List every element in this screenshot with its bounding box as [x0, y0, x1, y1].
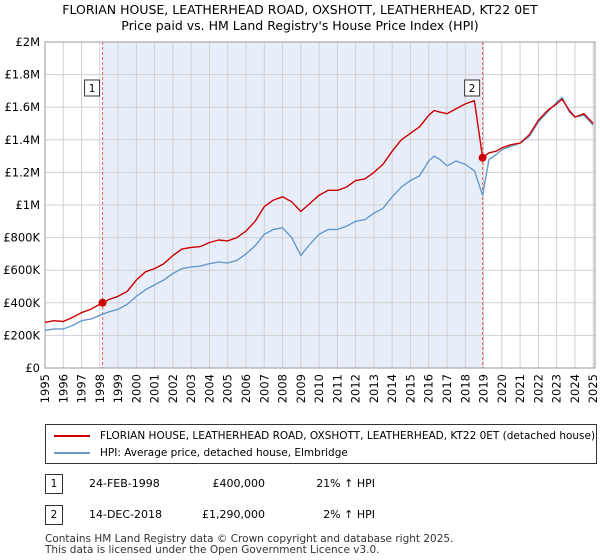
- x-tick-label: 2023: [550, 374, 564, 403]
- x-tick-label: 2000: [129, 374, 143, 403]
- x-tick-label: 2006: [239, 374, 253, 403]
- transaction-date: 14-DEC-2018: [89, 508, 163, 521]
- y-tick-label: £1.4M: [4, 133, 40, 147]
- x-tick-label: 2022: [531, 374, 545, 403]
- x-tick-label: 2010: [312, 374, 326, 403]
- legend-swatch-property: [54, 435, 90, 437]
- x-tick-label: 2015: [403, 374, 417, 403]
- legend: FLORIAN HOUSE, LEATHERHEAD ROAD, OXSHOTT…: [45, 424, 597, 464]
- x-tick-label: 2014: [385, 374, 399, 403]
- legend-swatch-hpi: [54, 452, 90, 454]
- transaction-date: 24-FEB-1998: [89, 477, 160, 490]
- y-tick-label: £1.8M: [4, 68, 40, 82]
- hpi-line: [44, 96, 594, 332]
- x-tick-label: 2008: [276, 374, 290, 403]
- x-tick-label: 2025: [586, 374, 600, 403]
- x-tick-label: 1998: [93, 374, 107, 403]
- x-tick-label: 2018: [458, 374, 472, 403]
- y-tick-label: £200K: [3, 328, 40, 342]
- y-tick-label: £600K: [3, 263, 40, 277]
- sale-label-number: 1: [89, 83, 96, 95]
- x-tick-label: 1997: [75, 374, 89, 403]
- x-tick-label: 2024: [568, 374, 582, 403]
- y-tick-label: £2M: [15, 35, 40, 49]
- footer-line-2: This data is licensed under the Open Gov…: [45, 544, 380, 556]
- x-tick-label: 2007: [257, 374, 271, 403]
- x-tick-label: 2020: [495, 374, 509, 403]
- x-tick-label: 1999: [111, 374, 125, 403]
- y-tick-label: £0: [25, 361, 40, 375]
- chart-title: FLORIAN HOUSE, LEATHERHEAD ROAD, OXSHOTT…: [0, 2, 600, 34]
- x-tick-label: 1996: [56, 374, 70, 403]
- x-tick-label: 2001: [148, 374, 162, 403]
- sale-point-marker: [98, 298, 107, 307]
- x-tick-label: 2009: [294, 374, 308, 403]
- y-tick-label: £400K: [3, 296, 40, 310]
- legend-label-hpi: HPI: Average price, detached house, Elmb…: [100, 447, 348, 459]
- legend-label-property: FLORIAN HOUSE, LEATHERHEAD ROAD, OXSHOTT…: [100, 430, 596, 442]
- transaction-marker-1: 1: [45, 474, 63, 494]
- y-tick-label: £800K: [3, 231, 40, 245]
- x-tick-label: 2003: [184, 374, 198, 403]
- property-price-line: [44, 98, 594, 324]
- transaction-price: £1,290,000: [202, 508, 265, 521]
- x-tick-label: 2016: [422, 374, 436, 403]
- sale-label-box: [84, 79, 101, 97]
- plot-border: [44, 41, 596, 369]
- x-tick-label: 2019: [477, 374, 491, 403]
- x-tick-label: 2012: [349, 374, 363, 403]
- title-line-1: FLORIAN HOUSE, LEATHERHEAD ROAD, OXSHOTT…: [62, 2, 538, 17]
- footer-line-1: Contains HM Land Registry data © Crown c…: [45, 533, 454, 545]
- y-tick-label: £1.6M: [4, 100, 40, 114]
- x-tick-label: 2005: [221, 374, 235, 403]
- x-tick-label: 2017: [440, 374, 454, 403]
- x-tick-label: 2021: [513, 374, 527, 403]
- price-chart: £0 £200K £400K £600K £800K £1M £1.2M £1.4M £1.6M…: [3, 35, 600, 403]
- sale-label-box: [464, 79, 481, 97]
- sale-point-marker: [478, 153, 487, 162]
- x-tick-label: 2013: [367, 374, 381, 403]
- transaction-hpi: 2% ↑ HPI: [323, 508, 375, 521]
- transaction-marker-2: 2: [45, 505, 63, 525]
- sale-label-number: 2: [469, 83, 476, 95]
- x-tick-label: 2004: [202, 374, 216, 403]
- x-tick-label: 1995: [38, 374, 52, 403]
- title-line-2: Price paid vs. HM Land Registry's House …: [121, 18, 479, 33]
- transaction-price: £400,000: [212, 477, 266, 490]
- x-tick-label: 2011: [330, 374, 344, 403]
- x-tick-label: 2002: [166, 374, 180, 403]
- y-tick-label: £1M: [15, 198, 40, 212]
- y-tick-label: £1.2M: [4, 165, 40, 179]
- transaction-hpi: 21% ↑ HPI: [316, 477, 375, 490]
- footer: Contains HM Land Registry data © Crown c…: [45, 534, 453, 556]
